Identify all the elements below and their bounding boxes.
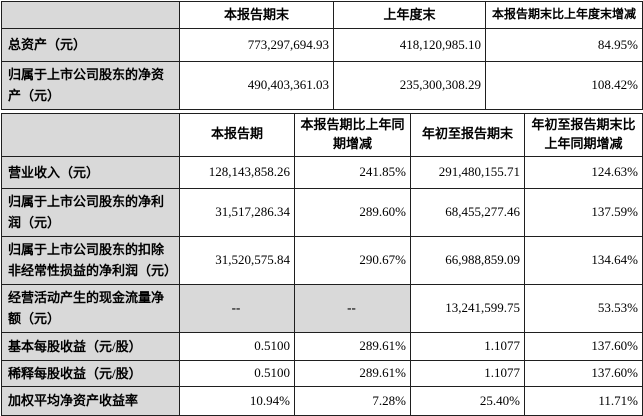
cell-value: 290.67% (294, 235, 411, 285)
column-header-ytd-change-vs-prior-year: 年初至报告期末比上年同期增减 (524, 112, 643, 157)
cell-value: 25.40% (410, 386, 525, 416)
period-metrics-table-body: 营业收入（元） 128,143,858.26 241.85% 291,480,155.… (1, 155, 643, 416)
period-metrics-table: 本报告期 本报告期比上年同期增减 年初至报告期末 年初至报告期末比上年同期增减 … (1, 112, 643, 416)
row-label: 营业收入（元） (1, 155, 180, 189)
cell-value: 134.64% (524, 235, 643, 285)
table-row: 营业收入（元） 128,143,858.26 241.85% 291,480,155.… (1, 155, 643, 189)
table-row: 归属于上市公司股东的扣除非经常性损益的净利润（元） 31,520,575.84 29… (1, 235, 643, 285)
row-label: 稀释每股收益（元/股） (1, 359, 180, 388)
table-row: 基本每股收益（元/股） 0.5100 289.61% 1.1077 137.60% (1, 331, 643, 361)
cell-value: 7.28% (294, 386, 411, 416)
cell-value: 53.53% (524, 283, 643, 333)
cell-value: 291,480,155.71 (410, 155, 525, 189)
cell-value: 68,455,277.46 (410, 187, 525, 237)
cell-value: 108.42% (485, 61, 643, 110)
cell-value: 289.60% (294, 187, 411, 237)
row-label: 归属于上市公司股东的扣除非经常性损益的净利润（元） (1, 235, 180, 285)
table-row: 加权平均净资产收益率 10.94% 7.28% 25.40% 11.71% (1, 386, 643, 416)
cell-value: 490,403,361.03 (179, 61, 334, 110)
cell-value: 241.85% (294, 155, 411, 189)
cell-value: 289.61% (294, 359, 411, 388)
cell-value: 1.1077 (410, 331, 525, 361)
header-row: 本报告期 本报告期比上年同期增减 年初至报告期末 年初至报告期末比上年同期增减 (1, 112, 643, 157)
cell-value: 773,297,694.93 (179, 28, 334, 62)
column-header-current-period-end: 本报告期末 (179, 1, 334, 29)
cell-value: 235,300,308.29 (333, 61, 486, 110)
period-end-comparison-table: 本报告期末 上年度末 本报告期末比上年度末增减 总资产（元） 773,297,69… (1, 1, 643, 110)
row-label: 归属于上市公司股东的净利润（元） (1, 187, 180, 237)
cell-value: 0.5100 (179, 359, 295, 388)
period-metrics-table-header: 本报告期 本报告期比上年同期增减 年初至报告期末 年初至报告期末比上年同期增减 (1, 112, 643, 157)
cell-value: 137.60% (524, 331, 643, 361)
row-label: 基本每股收益（元/股） (1, 331, 180, 361)
cell-value-not-applicable: -- (294, 283, 411, 333)
corner-header-cell (1, 112, 180, 157)
cell-value: 289.61% (294, 331, 411, 361)
cell-value: 418,120,985.10 (333, 28, 486, 62)
cell-value: 1.1077 (410, 359, 525, 388)
column-header-year-to-date: 年初至报告期末 (410, 112, 525, 157)
table-row: 归属于上市公司股东的净资产（元） 490,403,361.03 235,300,30… (1, 61, 643, 110)
row-label: 加权平均净资产收益率 (1, 386, 180, 416)
row-label: 归属于上市公司股东的净资产（元） (1, 61, 180, 110)
row-label: 经营活动产生的现金流量净额（元） (1, 283, 180, 333)
cell-value: 0.5100 (179, 331, 295, 361)
period-end-table-header: 本报告期末 上年度末 本报告期末比上年度末增减 (1, 1, 643, 29)
table-row: 归属于上市公司股东的净利润（元） 31,517,286.34 289.60% 68,4… (1, 187, 643, 237)
column-header-change-vs-prior-year-end: 本报告期末比上年度末增减 (485, 1, 643, 29)
header-row: 本报告期末 上年度末 本报告期末比上年度末增减 (1, 1, 643, 29)
table-row: 稀释每股收益（元/股） 0.5100 289.61% 1.1077 137.60% (1, 359, 643, 388)
cell-value: 31,520,575.84 (179, 235, 295, 285)
column-header-current-period: 本报告期 (179, 112, 295, 157)
table-row: 经营活动产生的现金流量净额（元） -- -- 13,241,599.75 53.53% (1, 283, 643, 333)
cell-value: 31,517,286.34 (179, 187, 295, 237)
row-label: 总资产（元） (1, 28, 180, 62)
cell-value: 128,143,858.26 (179, 155, 295, 189)
corner-header-cell (1, 1, 180, 29)
column-header-change-vs-prior-period: 本报告期比上年同期增减 (294, 112, 411, 157)
column-header-prior-year-end: 上年度末 (333, 1, 486, 29)
cell-value: 66,988,859.09 (410, 235, 525, 285)
cell-value-not-applicable: -- (179, 283, 295, 333)
cell-value: 137.59% (524, 187, 643, 237)
cell-value: 137.60% (524, 359, 643, 388)
cell-value: 13,241,599.75 (410, 283, 525, 333)
table-row: 总资产（元） 773,297,694.93 418,120,985.10 84.95% (1, 28, 643, 62)
period-end-table-body: 总资产（元） 773,297,694.93 418,120,985.10 84.95%… (1, 28, 643, 110)
cell-value: 10.94% (179, 386, 295, 416)
cell-value: 84.95% (485, 28, 643, 62)
cell-value: 124.63% (524, 155, 643, 189)
cell-value: 11.71% (524, 386, 643, 416)
